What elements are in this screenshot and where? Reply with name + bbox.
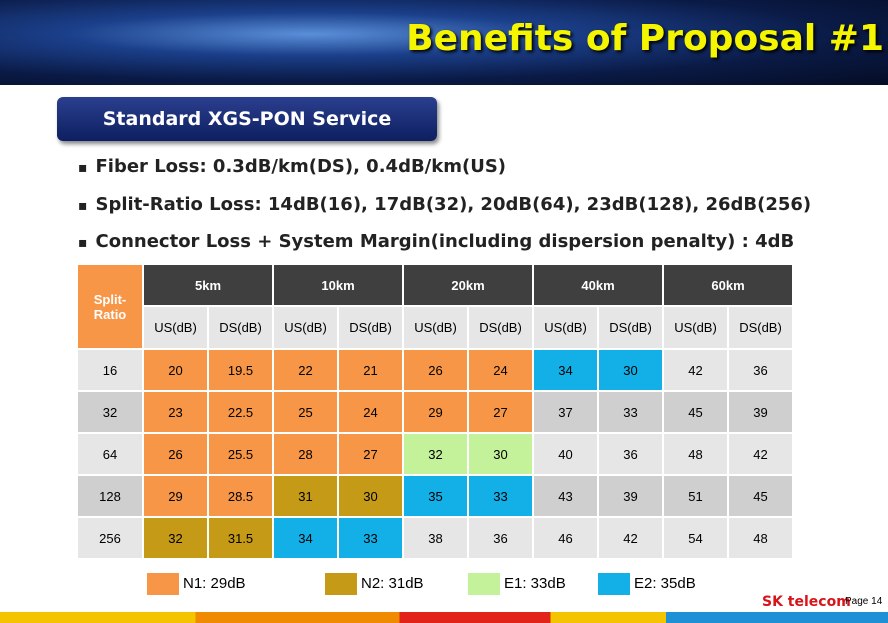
value-cell: 36	[469, 518, 532, 558]
value-cell: 24	[469, 350, 532, 390]
value-cell: 34	[534, 350, 597, 390]
value-cell: 29	[404, 392, 467, 432]
header-row: Split-Ratio 5km 10km 20km 40km 60km	[78, 265, 792, 348]
value-cell: 45	[729, 476, 792, 516]
value-cell: 40	[534, 434, 597, 474]
value-cell: 34	[274, 518, 337, 558]
bullet: Split-Ratio Loss: 14dB(16), 17dB(32), 20…	[78, 194, 812, 215]
value-cell: 39	[729, 392, 792, 432]
value-cell: 54	[664, 518, 727, 558]
value-cell: 19.5	[209, 350, 272, 390]
value-cell: 36	[729, 350, 792, 390]
value-cell: 45	[664, 392, 727, 432]
value-cell: 22	[274, 350, 337, 390]
legend-label: N1: 29dB	[183, 575, 246, 592]
value-cell: 28	[274, 434, 337, 474]
value-cell: 37	[534, 392, 597, 432]
column-header: US(dB)	[664, 307, 727, 348]
table-row: 32 23 22.5 25 24 29 27 37 33 45 39	[78, 392, 792, 432]
legend-swatch	[147, 573, 179, 595]
column-header: DS(dB)	[469, 307, 532, 348]
value-cell: 43	[534, 476, 597, 516]
row-label: 128	[78, 476, 142, 516]
column-header: US(dB)	[274, 307, 337, 348]
column-header: US(dB)	[404, 307, 467, 348]
group-header: 10km	[274, 265, 402, 305]
legend-label: E2: 35dB	[634, 575, 696, 592]
loss-table: Split-Ratio 5km 10km 20km 40km 60km US(dB) DS(d…	[76, 263, 794, 560]
value-cell: 36	[599, 434, 662, 474]
brand: SK telecom	[762, 594, 851, 610]
value-cell: 35	[404, 476, 467, 516]
value-cell: 24	[339, 392, 402, 432]
value-cell: 33	[339, 518, 402, 558]
column-header: DS(dB)	[599, 307, 662, 348]
value-cell: 31.5	[209, 518, 272, 558]
slide-title: Benefits of Proposal #1	[406, 18, 884, 59]
value-cell: 27	[469, 392, 532, 432]
value-cell: 51	[664, 476, 727, 516]
legend-swatch	[468, 573, 500, 595]
footer-stripe	[0, 612, 888, 623]
group-header: 60km	[664, 265, 792, 305]
bullet: Connector Loss + System Margin(including…	[78, 231, 795, 252]
value-cell: 39	[599, 476, 662, 516]
value-cell: 32	[404, 434, 467, 474]
value-cell: 42	[664, 350, 727, 390]
value-cell: 25.5	[209, 434, 272, 474]
value-cell: 32	[144, 518, 207, 558]
value-cell: 33	[469, 476, 532, 516]
legend-label: N2: 31dB	[361, 575, 424, 592]
group-header: 5km	[144, 265, 272, 305]
table-row: 16 20 19.5 22 21 26 24 34 30 42 36	[78, 350, 792, 390]
group-header: 40km	[534, 265, 662, 305]
legend-swatch	[598, 573, 630, 595]
value-cell: 29	[144, 476, 207, 516]
row-label: 256	[78, 518, 142, 558]
row-label: 32	[78, 392, 142, 432]
value-cell: 42	[599, 518, 662, 558]
value-cell: 28.5	[209, 476, 272, 516]
table-row: 64 26 25.5 28 27 32 30 40 36 48 42	[78, 434, 792, 474]
value-cell: 26	[144, 434, 207, 474]
value-cell: 26	[404, 350, 467, 390]
value-cell: 46	[534, 518, 597, 558]
legend-label: E1: 33dB	[504, 575, 566, 592]
table-row: 256 32 31.5 34 33 38 36 46 42 54 48	[78, 518, 792, 558]
row-label: 16	[78, 350, 142, 390]
value-cell: 33	[599, 392, 662, 432]
value-cell: 30	[469, 434, 532, 474]
value-cell: 30	[339, 476, 402, 516]
table-row: 128 29 28.5 31 30 35 33 43 39 51 45	[78, 476, 792, 516]
value-cell: 27	[339, 434, 402, 474]
value-cell: 21	[339, 350, 402, 390]
value-cell: 31	[274, 476, 337, 516]
legend-swatch	[325, 573, 357, 595]
column-header: US(dB)	[144, 307, 207, 348]
bullet: Fiber Loss: 0.3dB/km(DS), 0.4dB/km(US)	[78, 156, 507, 177]
column-header: US(dB)	[534, 307, 597, 348]
column-header: DS(dB)	[339, 307, 402, 348]
column-header: DS(dB)	[729, 307, 792, 348]
row-label: 64	[78, 434, 142, 474]
value-cell: 48	[664, 434, 727, 474]
value-cell: 22.5	[209, 392, 272, 432]
value-cell: 23	[144, 392, 207, 432]
corner-cell: Split-Ratio	[78, 265, 142, 348]
value-cell: 38	[404, 518, 467, 558]
section-box: Standard XGS-PON Service	[57, 97, 437, 141]
subheader-row: US(dB) DS(dB) US(dB) DS(dB) US(dB) DS(dB) US(d…	[78, 307, 792, 348]
value-cell: 20	[144, 350, 207, 390]
group-header: 20km	[404, 265, 532, 305]
page-number: Page 14	[845, 596, 883, 607]
value-cell: 25	[274, 392, 337, 432]
value-cell: 48	[729, 518, 792, 558]
value-cell: 30	[599, 350, 662, 390]
header-banner: Benefits of Proposal #1	[0, 0, 888, 85]
value-cell: 42	[729, 434, 792, 474]
column-header: DS(dB)	[209, 307, 272, 348]
